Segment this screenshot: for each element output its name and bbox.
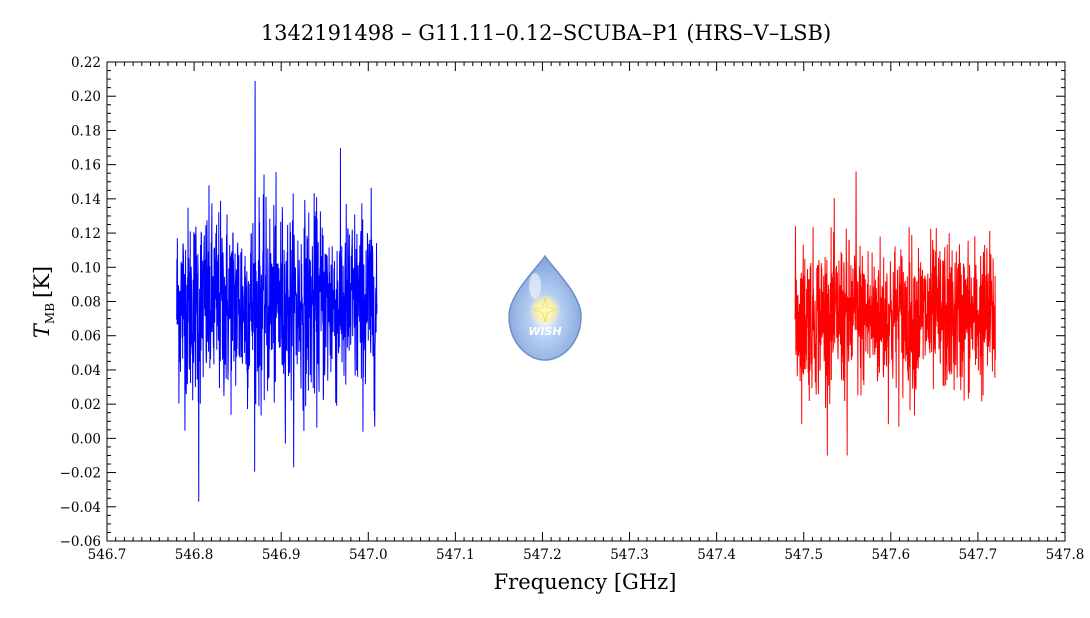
wish-logo: WISH bbox=[508, 254, 582, 361]
y-tick-label: 0.16 bbox=[71, 158, 101, 174]
x-axis-label: Frequency [GHz] bbox=[494, 570, 677, 594]
series-line-blue bbox=[176, 80, 378, 502]
chart-title: 1342191498 – G11.11–0.12–SCUBA–P1 (HRS–V… bbox=[261, 21, 831, 45]
x-tick-label: 546.9 bbox=[262, 547, 301, 563]
y-tick-label: 0.18 bbox=[71, 123, 101, 139]
x-tick-label: 547.8 bbox=[1046, 547, 1085, 563]
x-tick-label: 546.7 bbox=[88, 547, 127, 563]
y-tick-label: 0.04 bbox=[71, 363, 101, 379]
y-axis-label-unit: [K] bbox=[30, 266, 54, 298]
y-tick-label: 0.10 bbox=[71, 260, 101, 276]
y-tick-label: 0.08 bbox=[71, 295, 101, 311]
x-tick-label: 547.3 bbox=[610, 547, 649, 563]
x-tick-label: 547.1 bbox=[436, 547, 475, 563]
x-tick-label: 546.8 bbox=[175, 547, 214, 563]
x-tick-label: 547.7 bbox=[959, 547, 998, 563]
y-tick-label: 0.12 bbox=[71, 226, 101, 242]
y-tick-label: −0.02 bbox=[60, 466, 101, 482]
y-tick-label: 0.00 bbox=[71, 431, 101, 447]
x-tick-label: 547.4 bbox=[697, 547, 736, 563]
y-tick-label: 0.02 bbox=[71, 397, 101, 413]
y-tick-label: 0.20 bbox=[71, 89, 101, 105]
x-tick-label: 547.2 bbox=[523, 547, 562, 563]
logo-text: WISH bbox=[528, 325, 561, 338]
y-tick-label: 0.06 bbox=[71, 329, 101, 345]
y-axis-label-sub: MB bbox=[43, 303, 57, 324]
svg-text:TMB[K]: TMB [K] bbox=[30, 266, 57, 338]
plot-area bbox=[176, 80, 996, 502]
x-tick-label: 547.6 bbox=[871, 547, 910, 563]
series-line-red bbox=[794, 171, 996, 456]
y-tick-label: −0.04 bbox=[60, 500, 101, 516]
axes: 546.7 546.8 546.9 547.0 547.1 547.2 547.3 547.4… bbox=[60, 55, 1085, 563]
x-tick-label: 547.5 bbox=[784, 547, 823, 563]
star-icon bbox=[533, 297, 557, 323]
x-tick-label: 547.0 bbox=[349, 547, 388, 563]
y-tick-label: −0.06 bbox=[60, 534, 101, 550]
y-tick-label: 0.14 bbox=[71, 192, 101, 208]
y-axis-label-main: T bbox=[30, 322, 54, 338]
y-tick-label: 0.22 bbox=[71, 55, 101, 71]
y-axis-label: TMB [K] bbox=[30, 266, 57, 338]
